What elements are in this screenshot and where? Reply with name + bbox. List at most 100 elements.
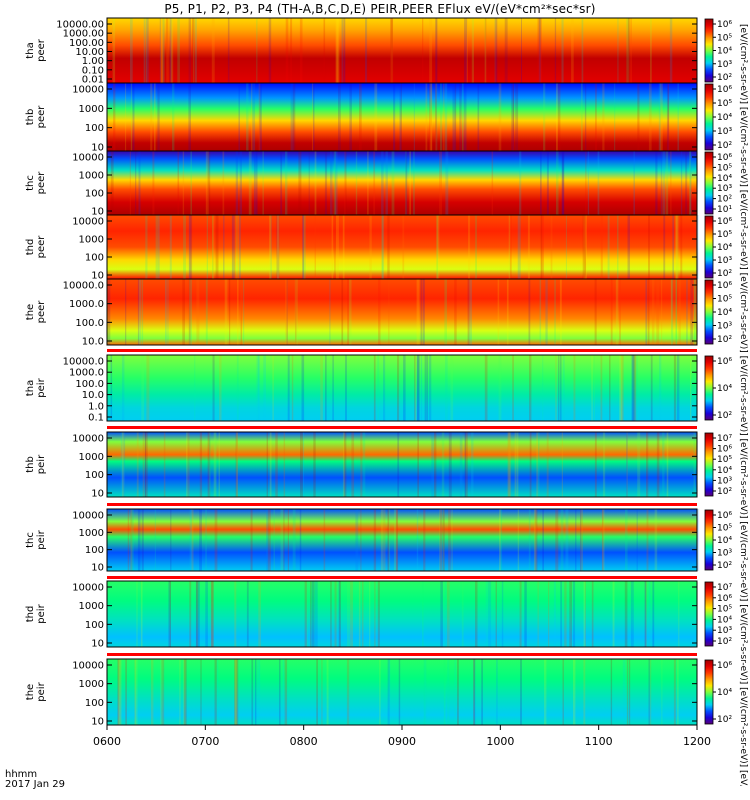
texture-stripe: [627, 215, 630, 279]
colorbar-tick-label: 10⁷: [717, 434, 732, 444]
texture-stripe: [436, 215, 440, 279]
texture-stripe: [435, 83, 437, 151]
texture-stripe: [426, 355, 429, 421]
texture-stripe: [154, 83, 156, 151]
texture-stripe: [448, 432, 452, 497]
texture-stripe: [277, 215, 280, 279]
y-tick-label: 100: [85, 123, 104, 134]
panel-label-line: peir: [36, 454, 47, 474]
texture-stripe: [602, 83, 605, 151]
texture-stripe: [546, 151, 549, 215]
y-tick-label: 10.00: [75, 47, 104, 58]
panel-label-thc_peer: thcpeer: [25, 171, 47, 195]
texture-stripe: [415, 355, 417, 421]
texture-stripe: [127, 509, 130, 571]
texture-stripe: [690, 355, 692, 421]
texture-stripe: [648, 215, 650, 279]
colorbar-tick-label: 10²: [717, 73, 732, 83]
texture-stripe: [573, 659, 576, 725]
y-tick-label: 100: [85, 698, 104, 709]
texture-stripe: [600, 355, 603, 421]
panel-frame: [106, 508, 698, 572]
texture-stripe: [626, 432, 628, 497]
panel-label-line: tha: [25, 42, 36, 58]
panel-the_peir: 10000 1000 100 10 thepeir 10⁶ 10⁴ 10²: [25, 658, 732, 728]
spectrogram-thd_peer: [107, 215, 697, 279]
texture-stripe: [562, 355, 565, 421]
texture-stripe: [424, 355, 426, 421]
texture-stripe: [585, 151, 587, 215]
texture-stripe: [130, 509, 133, 571]
texture-stripe: [189, 279, 192, 345]
texture-stripe: [199, 432, 203, 497]
colorbar-tick-label: 10⁶: [717, 661, 732, 671]
panel-the_peer: 10000.0 1000.0 100.0 10.0 thepeer 10⁶ 10⁵ 10⁴ 10…: [25, 278, 732, 348]
texture-stripe: [227, 18, 230, 83]
colorbar-tick-label: 10³: [717, 127, 732, 137]
texture-stripe: [556, 151, 559, 215]
texture-stripe: [258, 83, 261, 151]
panel-label-line: peer: [36, 105, 47, 129]
texture-stripe: [602, 509, 605, 571]
texture-stripe: [167, 279, 169, 345]
texture-stripe: [591, 581, 594, 647]
texture-stripe: [207, 432, 211, 497]
texture-stripe: [440, 581, 443, 647]
texture-stripe: [443, 83, 445, 151]
texture-stripe: [259, 83, 262, 151]
texture-stripe: [330, 581, 332, 647]
texture-stripe: [302, 215, 304, 279]
texture-stripe: [628, 659, 631, 725]
texture-stripe: [200, 659, 202, 725]
panel-label-line: peir: [36, 377, 47, 397]
y-tick-label: 10000: [72, 661, 104, 672]
texture-stripe: [388, 659, 391, 725]
x-tick-label: 1000: [486, 735, 514, 748]
texture-stripe: [214, 432, 217, 497]
texture-stripe: [560, 509, 564, 571]
texture-stripe: [444, 279, 447, 345]
texture-stripe: [565, 215, 567, 279]
texture-stripe: [630, 18, 632, 83]
texture-stripe: [298, 151, 302, 215]
texture-stripe: [205, 509, 207, 571]
texture-stripe: [259, 659, 261, 725]
colorbar-tick-label: 10²: [717, 487, 732, 497]
colorbar-thc_peer: [704, 151, 714, 215]
texture-stripe: [498, 83, 502, 151]
status-bar: [107, 653, 697, 656]
texture-stripe: [556, 83, 558, 151]
texture-stripe: [287, 509, 289, 571]
texture-stripe: [644, 581, 646, 647]
panel-label-line: peer: [36, 171, 47, 195]
texture-stripe: [670, 279, 673, 345]
texture-stripe: [545, 279, 548, 345]
texture-stripe: [314, 151, 317, 215]
panel-label-line: thb: [25, 456, 36, 473]
texture-stripe: [329, 279, 331, 345]
texture-stripe: [290, 18, 293, 83]
texture-stripe: [650, 18, 652, 83]
spectrogram-the_peer: [107, 279, 697, 345]
texture-stripe: [239, 151, 242, 215]
texture-stripe: [602, 432, 606, 497]
texture-stripe: [335, 18, 339, 83]
texture-stripe: [137, 509, 141, 571]
y-tick-label: 10000.0: [63, 281, 104, 292]
texture-stripe: [285, 279, 288, 345]
x-tick-label: 0900: [388, 735, 416, 748]
texture-stripe: [238, 83, 240, 151]
texture-stripe: [521, 18, 522, 83]
texture-stripe: [494, 18, 496, 83]
texture-stripe: [190, 151, 192, 215]
texture-stripe: [440, 83, 443, 151]
texture-stripe: [400, 83, 402, 151]
texture-stripe: [349, 83, 352, 151]
texture-stripe: [694, 279, 696, 345]
texture-stripe: [416, 509, 419, 571]
texture-stripe: [267, 509, 271, 571]
texture-stripe: [135, 151, 137, 215]
panel-label-thc_peir: thcpeir: [25, 529, 47, 549]
